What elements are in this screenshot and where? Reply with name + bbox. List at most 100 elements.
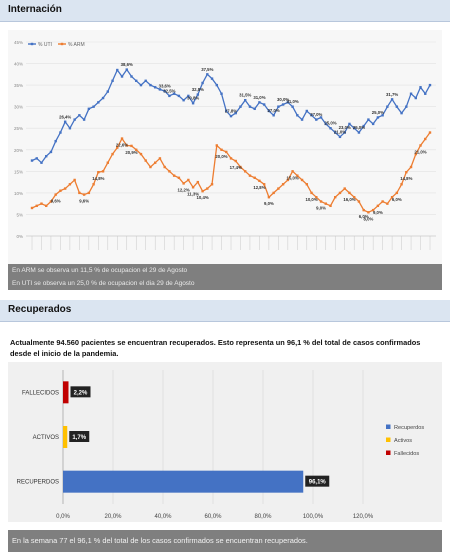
occupancy-notes: En ARM se observa un 11,5 % de ocupacion… xyxy=(8,264,442,290)
data-point xyxy=(78,191,81,195)
legend-label: % ARM xyxy=(68,42,85,48)
arm-note: En ARM se observa un 11,5 % de ocupacion… xyxy=(12,267,188,274)
x-tick-label: 20,0% xyxy=(104,514,122,520)
data-point xyxy=(229,157,233,160)
data-label-box xyxy=(69,431,90,442)
data-point xyxy=(319,116,323,119)
data-point xyxy=(92,105,95,108)
data-point xyxy=(291,170,294,173)
data-point xyxy=(272,114,275,117)
data-point xyxy=(376,204,380,208)
data-point xyxy=(54,193,57,196)
data-point xyxy=(334,131,337,134)
bar xyxy=(63,470,304,493)
data-label: 9,0% xyxy=(264,201,274,206)
data-point xyxy=(163,89,166,93)
data-point xyxy=(362,124,365,128)
data-label-box xyxy=(70,386,91,398)
data-point xyxy=(409,92,413,95)
data-point xyxy=(248,174,252,177)
data-point xyxy=(310,114,313,117)
data-point xyxy=(300,118,304,121)
data-point xyxy=(367,211,370,214)
data-point xyxy=(267,196,271,199)
data-point xyxy=(45,204,48,208)
data-point xyxy=(428,131,432,134)
data-point xyxy=(87,107,91,111)
data-point xyxy=(395,191,399,195)
data-label: 1,7% xyxy=(72,435,86,441)
data-point xyxy=(153,161,157,164)
data-label: 27,0% xyxy=(268,108,280,113)
data-label: 31,7% xyxy=(386,92,398,97)
data-point xyxy=(40,202,43,205)
data-label: 2,2% xyxy=(74,390,88,396)
data-point xyxy=(262,103,266,106)
data-point xyxy=(101,170,105,173)
data-point xyxy=(395,105,399,108)
data-point xyxy=(87,191,91,195)
data-label: 9,0% xyxy=(373,210,383,215)
data-point xyxy=(277,187,280,190)
data-point xyxy=(82,118,86,121)
data-point xyxy=(73,118,76,121)
data-label: 26,4% xyxy=(59,114,71,119)
data-point xyxy=(78,114,81,117)
data-point xyxy=(49,200,53,203)
y-tick-label: 40% xyxy=(14,62,23,67)
data-point xyxy=(381,114,384,117)
x-tick-label: 40,0% xyxy=(154,514,172,520)
data-point xyxy=(111,79,114,82)
data-point xyxy=(139,152,143,156)
data-point xyxy=(281,183,285,186)
category-label: ACTIVOS xyxy=(33,435,59,441)
data-point xyxy=(97,101,100,104)
data-label: 8,0% xyxy=(364,216,374,221)
data-point xyxy=(153,86,157,89)
x-tick-label: 120,0% xyxy=(353,514,374,520)
data-point xyxy=(49,150,53,154)
data-point xyxy=(424,137,427,141)
y-tick-label: 5% xyxy=(16,212,23,217)
data-point xyxy=(239,105,242,108)
data-point xyxy=(125,144,128,147)
data-point xyxy=(286,101,290,104)
data-point xyxy=(296,114,299,117)
data-point xyxy=(196,180,200,184)
data-point xyxy=(201,81,204,85)
data-point xyxy=(111,152,114,156)
data-point xyxy=(201,189,204,193)
data-point xyxy=(35,204,38,208)
data-point xyxy=(338,135,342,139)
data-label: 32,5% xyxy=(163,88,175,93)
data-label: 10,0% xyxy=(305,197,317,202)
bar xyxy=(63,381,69,404)
y-tick-label: 15% xyxy=(14,169,23,174)
data-point xyxy=(30,206,34,210)
x-tick-label: 80,0% xyxy=(254,514,272,520)
y-tick-label: 10% xyxy=(14,191,23,196)
data-point xyxy=(144,159,147,162)
data-point xyxy=(206,73,209,76)
data-point xyxy=(305,109,309,113)
data-point xyxy=(215,83,218,87)
data-point xyxy=(319,200,323,203)
data-point xyxy=(352,196,356,199)
data-point xyxy=(258,101,261,104)
y-tick-label: 35% xyxy=(14,83,23,88)
data-label: 25,0% xyxy=(353,125,365,130)
data-point xyxy=(82,193,86,196)
data-point xyxy=(405,170,408,174)
bar-chart-svg: 0,0% 20,0% 40,0% 60,0% 80,0% 100,0% 120,0% RECU… xyxy=(17,370,424,520)
data-point xyxy=(267,109,271,113)
data-label: 17,4% xyxy=(230,165,242,170)
data-point xyxy=(371,208,375,212)
data-point xyxy=(187,94,190,98)
data-point xyxy=(92,183,95,186)
data-label: 27,8% xyxy=(225,109,237,114)
data-point xyxy=(234,111,237,115)
data-point xyxy=(234,159,237,163)
data-label: 20,9% xyxy=(125,150,137,155)
data-point xyxy=(130,75,133,78)
data-point xyxy=(300,178,304,182)
